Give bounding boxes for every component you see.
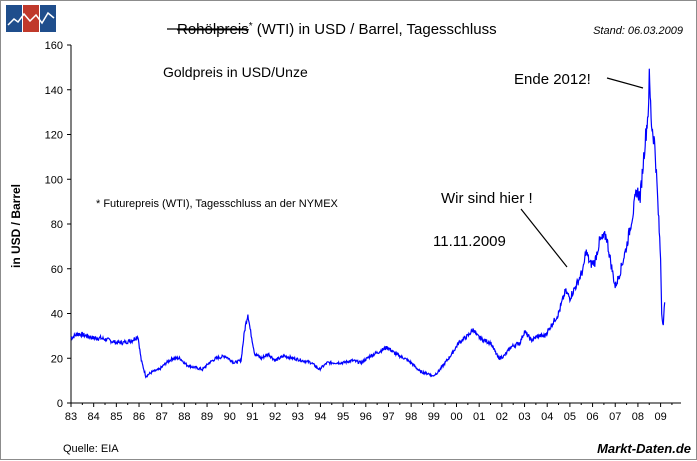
x-tick-label: 87 (156, 411, 168, 423)
y-tick-label: 0 (57, 398, 63, 410)
x-tick-label: 83 (65, 411, 77, 423)
x-tick-label: 09 (654, 411, 666, 423)
y-tick-label: 160 (45, 40, 63, 52)
x-axis: 83 84 85 86 87 88 89 90 91 92 93 94 95 96 97 98 99 00 01 02… (65, 402, 681, 423)
y-tick-label: 100 (45, 174, 63, 186)
x-tick-label: 04 (541, 411, 553, 423)
x-tick-label: 97 (382, 411, 394, 423)
logo-cell-2 (23, 5, 39, 32)
x-tick-label: 85 (110, 411, 122, 423)
goldpreis-label: Goldpreis in USD/Unze (163, 64, 308, 80)
title-star: * (249, 21, 253, 32)
y-tick-label: 40 (51, 309, 63, 321)
wir-sind-hier-arrow (520, 208, 568, 268)
series-line-wti (70, 68, 666, 379)
stand-date: Stand: 06.03.2009 (593, 25, 683, 37)
future-note: * Futurepreis (WTI), Tagesschluss an der… (96, 198, 339, 210)
x-tick-label: 86 (133, 411, 145, 423)
x-tick-label: 00 (450, 411, 462, 423)
logo-chart-icon (7, 11, 55, 26)
x-tick-label: 89 (201, 411, 213, 423)
x-tick-label: 92 (269, 411, 281, 423)
brand-label: Markt-Daten.de (597, 441, 691, 456)
x-tick-label: 07 (609, 411, 621, 423)
x-tick-label: 08 (632, 411, 644, 423)
x-tick-label: 98 (405, 411, 417, 423)
y-tick-label: 80 (51, 219, 63, 231)
x-tick-label: 01 (473, 411, 485, 423)
x-tick-label: 93 (292, 411, 304, 423)
logo-cell-3 (40, 5, 56, 32)
y-axis: 0 20 40 60 80 100 120 140 160 (45, 40, 72, 410)
ende-2012-arrow (606, 77, 644, 89)
y-axis-label: in USD / Barrel (9, 184, 23, 268)
y-tick-label: 20 (51, 353, 63, 365)
x-tick-label: 95 (337, 411, 349, 423)
x-tick-label: 02 (496, 411, 508, 423)
x-tick-label: 05 (564, 411, 576, 423)
y-tick-label: 140 (45, 85, 63, 97)
x-tick-label: 03 (518, 411, 530, 423)
x-tick-label: 84 (88, 411, 100, 423)
x-tick-label: 88 (178, 411, 190, 423)
x-tick-label: 96 (360, 411, 372, 423)
y-tick-label: 120 (45, 130, 63, 142)
x-tick-label: 91 (246, 411, 258, 423)
wir-sind-hier-label: Wir sind hier ! (441, 190, 533, 207)
title-rest: (WTI) in USD / Barrel, Tagesschluss (253, 21, 497, 38)
y-tick-label: 60 (51, 264, 63, 276)
x-tick-label: 06 (586, 411, 598, 423)
x-tick-label: 90 (224, 411, 236, 423)
x-tick-label: 99 (428, 411, 440, 423)
date-label: 11.11.2009 (433, 233, 506, 250)
x-tick-label: 94 (314, 411, 326, 423)
source-label: Quelle: EIA (63, 443, 119, 455)
ende-2012-label: Ende 2012! (514, 71, 591, 88)
